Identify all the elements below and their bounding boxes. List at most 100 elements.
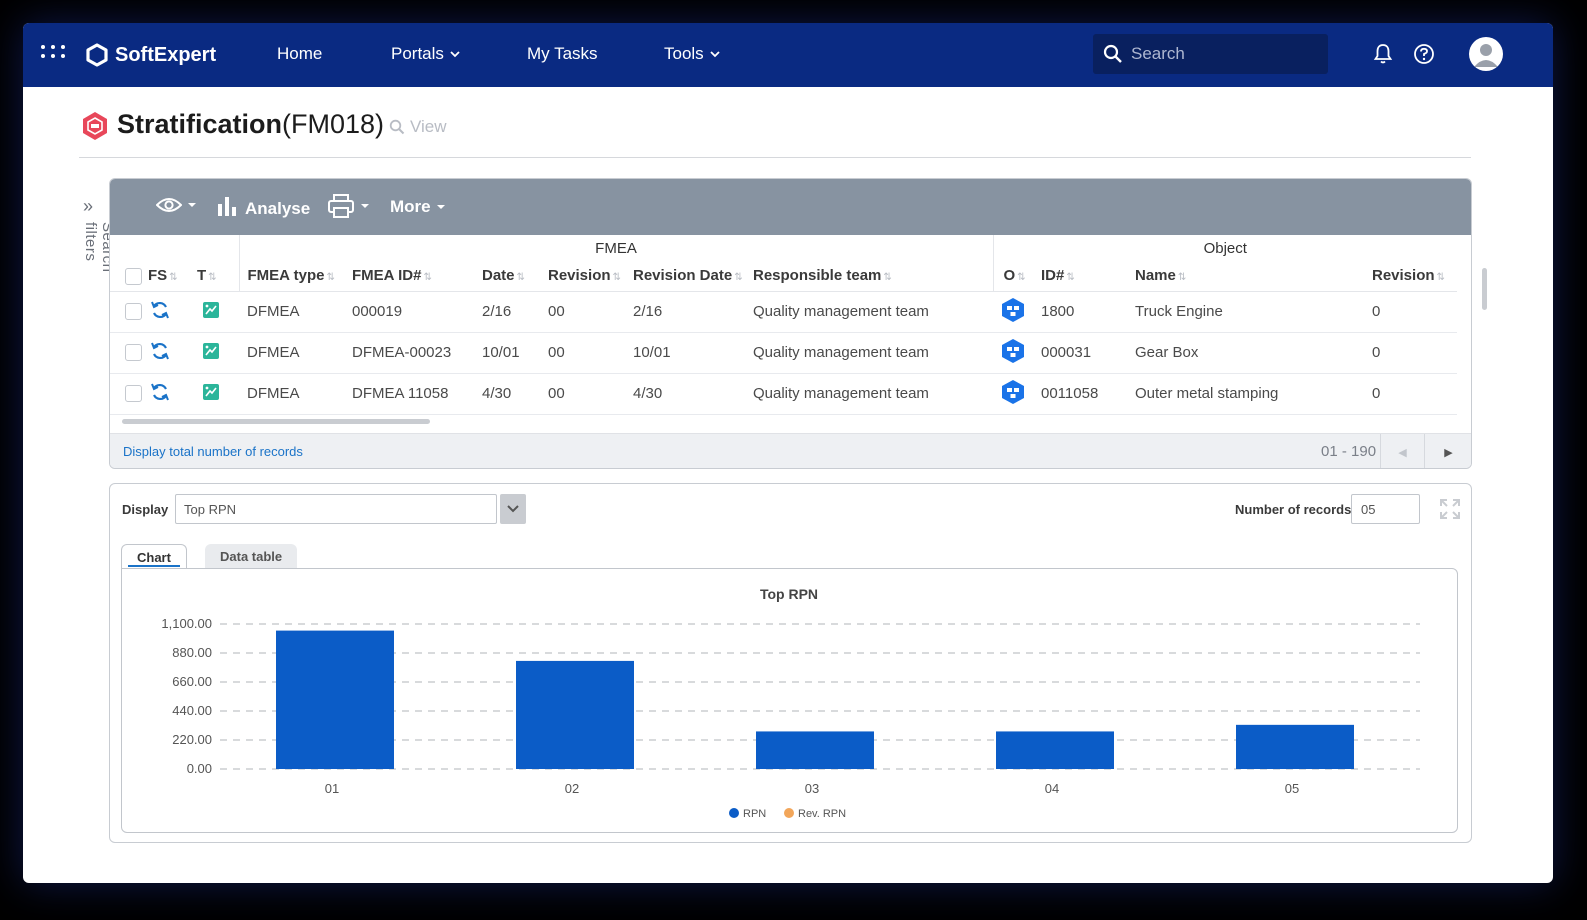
chevron-down-icon [507,505,519,513]
display-select[interactable]: Top RPN [175,494,497,524]
display-dropdown-button[interactable] [500,494,526,524]
view-mode-button[interactable] [156,196,196,214]
revision-date-cell: 2/16 [625,291,745,333]
revision-date-cell-text: 2/16 [633,303,663,320]
object-revision-cell: 0 [1362,291,1457,333]
fmea-id-cell: DFMEA-00023 [344,332,474,374]
col-fmea-type[interactable]: FMEA type ⇅ [238,261,344,292]
col-responsible-team-label: Responsible team [753,267,882,285]
bar-rpn [276,630,394,769]
vertical-scrollbar[interactable] [1482,268,1487,310]
fmea-id-cell-text: DFMEA-00023 [352,344,452,361]
row-checkbox[interactable] [125,344,142,362]
bell-icon[interactable] [1373,43,1393,65]
revision-cell: 00 [540,291,625,333]
group-fmea: FMEA [238,235,993,261]
col-revision-label: Revision [548,267,611,285]
col-name[interactable]: Name ⇅ [1125,261,1362,292]
horizontal-scrollbar[interactable] [122,419,430,424]
softexpert-logo-icon [86,43,108,67]
view-link[interactable]: View [389,117,447,137]
col-revision[interactable]: Revision ⇅ [540,261,625,292]
x-tick-label: 02 [565,781,579,796]
chevron-down-icon [710,51,720,58]
col-fmea-id[interactable]: FMEA ID# ⇅ [344,261,474,292]
search-filters-toggle[interactable]: » Search filters [80,196,116,273]
object-type-cell [993,332,1031,374]
nav-tools-label: Tools [664,44,704,63]
object-id-cell: 0011058 [1031,373,1125,415]
table-row[interactable]: DFMEA DFMEA-00023 10/01 00 10/01 Quality mana… [110,332,1457,374]
responsible-team-cell: Quality management team [745,373,993,415]
nav-my-tasks[interactable]: My Tasks [527,44,598,64]
search-input[interactable] [1131,44,1311,64]
revision-cell-text: 00 [548,385,565,402]
col-revision-date[interactable]: Revision Date ⇅ [625,261,745,292]
records-input[interactable]: 05 [1351,494,1420,524]
app-launcher-icon[interactable] [41,45,67,65]
tab-data-table[interactable]: Data table [205,544,298,568]
col-o[interactable]: O ⇅ [992,261,1031,292]
logo[interactable]: SoftExpert [85,41,216,69]
fmea-type-cell: DFMEA [239,291,344,333]
tab-chart[interactable]: Chart [121,544,187,568]
sort-icon: ⇅ [612,272,621,284]
fmea-type-cell-text: DFMEA [247,385,300,402]
legend-label: Rev. RPN [798,808,846,820]
col-responsible-team[interactable]: Responsible team ⇅ [745,261,993,292]
more-button[interactable]: More [390,197,445,217]
caret-down-icon [188,203,196,207]
print-button[interactable] [327,193,369,219]
object-id-cell-text: 000031 [1041,344,1092,361]
prev-page-button[interactable]: ◀ [1380,434,1424,468]
revision-date-cell: 4/30 [625,373,745,415]
responsible-team-cell-text: Quality management team [753,385,929,402]
fmea-type-icon [203,301,219,318]
col-object-id[interactable]: ID# ⇅ [1031,261,1125,292]
help-icon[interactable] [1413,43,1435,65]
t-cell [193,291,239,333]
object-name-cell: Truck Engine [1125,291,1362,333]
col-t[interactable]: T ⇅ [193,261,239,292]
nav-tools[interactable]: Tools [664,44,720,64]
next-page-button[interactable]: ▶ [1424,434,1471,468]
revision-date-cell-text: 4/30 [633,385,663,402]
col-object-revision[interactable]: Revision ⇅ [1362,261,1457,292]
row-checkbox[interactable] [125,385,142,403]
nav-portals-label: Portals [391,44,444,63]
sort-icon: ⇅ [208,272,217,284]
object-name-cell-text: Gear Box [1135,344,1199,361]
nav-home[interactable]: Home [277,44,322,64]
object-type-cell [993,291,1031,333]
date-cell-text: 2/16 [482,303,512,320]
analyse-button[interactable]: Analyse [217,193,310,219]
display-total-link[interactable]: Display total number of records [123,444,303,459]
select-all-cell [110,261,148,292]
chevron-down-icon [450,51,460,58]
fs-cell [148,291,193,333]
y-tick-label: 440.00 [172,703,212,718]
col-name-label: Name [1135,267,1176,285]
x-tick-label: 04 [1045,781,1059,796]
fs-cell [148,332,193,374]
col-t-label: T [197,267,207,285]
avatar[interactable] [1469,37,1503,71]
page-header: Stratification(FM018) View [79,109,1471,158]
select-all-checkbox[interactable] [125,267,142,285]
table-row[interactable]: DFMEA DFMEA 11058 4/30 00 4/30 Quality manage… [110,373,1457,415]
col-date[interactable]: Date ⇅ [474,261,540,292]
col-fs[interactable]: FS ⇅ [148,261,193,292]
date-cell: 4/30 [474,373,540,415]
nav-portals[interactable]: Portals [391,44,460,64]
bar-rpn [1236,724,1354,769]
object-revision-cell-text: 0 [1372,303,1381,320]
page-title-code: (FM018) [282,109,385,139]
expand-icon[interactable] [1439,498,1461,520]
row-checkbox[interactable] [125,303,142,321]
object-id-cell: 1800 [1031,291,1125,333]
table-row[interactable]: DFMEA 000019 2/16 00 2/16 Quality management … [110,291,1457,333]
row-select-cell [110,291,148,333]
search-box[interactable] [1093,34,1328,74]
fmea-type-cell: DFMEA [239,373,344,415]
date-cell: 10/01 [474,332,540,374]
